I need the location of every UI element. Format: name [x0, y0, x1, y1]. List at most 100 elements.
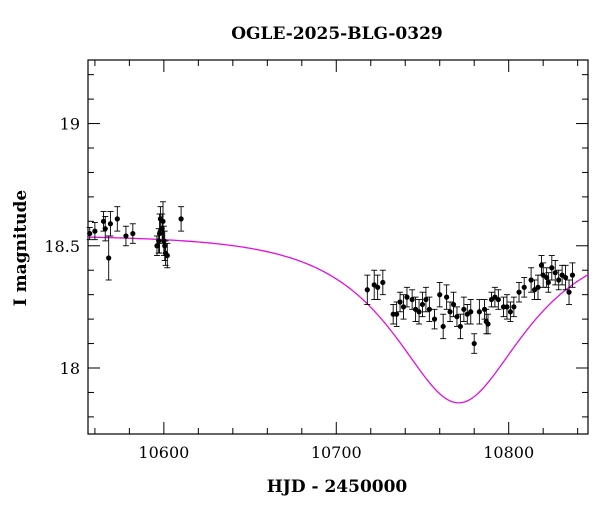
data-point: [460, 296, 467, 323]
data-point: [400, 294, 407, 320]
point-marker: [468, 309, 474, 315]
axes: 10600 10700 10800 18 18.5 19: [44, 59, 589, 462]
data-point: [416, 299, 423, 325]
point-marker: [102, 226, 108, 232]
plot-frame: [87, 59, 589, 435]
point-marker: [404, 294, 410, 300]
point-marker: [521, 284, 527, 290]
data-point: [510, 296, 517, 318]
data-point: [491, 286, 498, 308]
data-point: [566, 279, 573, 305]
point-marker: [419, 301, 426, 308]
data-point: [122, 225, 129, 247]
point-marker: [130, 230, 136, 237]
y-tick-label: 19: [60, 115, 80, 134]
data-point: [545, 272, 552, 293]
data-point: [102, 215, 109, 242]
data-point: [495, 289, 502, 310]
data-point: [129, 223, 136, 244]
data-point: [436, 281, 443, 308]
point-marker: [87, 230, 93, 237]
point-marker: [162, 243, 168, 249]
y-tick-label: 18.5: [44, 237, 80, 256]
point-marker: [426, 306, 432, 312]
point-marker: [423, 296, 429, 303]
data-point: [105, 235, 112, 281]
point-marker: [485, 321, 491, 327]
point-marker: [566, 289, 572, 295]
point-marker: [364, 287, 370, 293]
point-marker: [556, 277, 562, 283]
data-point: [457, 313, 464, 340]
point-marker: [178, 216, 184, 222]
point-marker: [447, 309, 453, 315]
data-point: [467, 299, 474, 325]
point-marker: [397, 299, 403, 305]
point-marker: [107, 221, 114, 227]
data-point: [488, 291, 495, 308]
data-point: [471, 333, 478, 354]
data-point: [552, 259, 559, 286]
data-point: [453, 306, 460, 327]
point-marker: [444, 294, 450, 300]
point-marker: [476, 309, 482, 315]
data-point: [528, 267, 535, 293]
point-marker: [123, 233, 129, 239]
point-marker: [471, 340, 477, 347]
data-point: [397, 291, 404, 313]
point-marker: [457, 323, 464, 330]
data-point: [431, 308, 438, 330]
point-marker: [92, 228, 98, 234]
point-marker: [400, 304, 407, 310]
point-marker: [450, 301, 457, 308]
point-marker: [516, 289, 522, 295]
point-marker: [394, 311, 400, 317]
point-marker: [562, 274, 569, 281]
data-point: [443, 284, 450, 310]
point-marker: [535, 284, 541, 290]
data-point: [164, 242, 171, 269]
x-axis-label: HJD - 2450000: [267, 477, 408, 497]
point-marker: [375, 284, 381, 290]
data-point: [379, 269, 386, 296]
data-point: [374, 274, 381, 301]
point-marker: [409, 296, 415, 303]
point-marker: [569, 272, 576, 278]
data-point: [535, 274, 541, 301]
x-tick-label: 10800: [483, 443, 534, 462]
data-point: [364, 274, 371, 305]
point-marker: [437, 292, 443, 298]
data-point: [426, 296, 433, 323]
point-marker: [431, 316, 438, 322]
point-marker: [552, 270, 558, 276]
point-marker: [440, 323, 446, 330]
data-point: [178, 206, 185, 232]
data-point: [521, 277, 528, 298]
data-point: [548, 255, 555, 281]
point-marker: [504, 304, 510, 310]
data-points: [86, 201, 576, 354]
data-point: [555, 269, 562, 291]
data-point: [440, 313, 447, 340]
data-point: [507, 301, 514, 323]
point-marker: [528, 277, 534, 283]
point-marker: [106, 255, 112, 261]
data-point: [531, 279, 538, 301]
y-tick-label: 18: [60, 359, 80, 378]
point-marker: [549, 265, 555, 271]
data-point: [393, 301, 400, 327]
point-marker: [511, 304, 517, 310]
data-point: [107, 211, 114, 237]
point-marker: [507, 309, 514, 315]
data-point: [562, 264, 569, 291]
data-point: [422, 286, 429, 313]
point-marker: [164, 252, 170, 259]
data-point: [569, 262, 576, 288]
data-point: [91, 222, 98, 241]
data-point: [540, 262, 547, 288]
data-point: [371, 269, 378, 301]
data-point: [476, 299, 483, 325]
point-marker: [114, 216, 120, 222]
data-point: [516, 281, 523, 303]
